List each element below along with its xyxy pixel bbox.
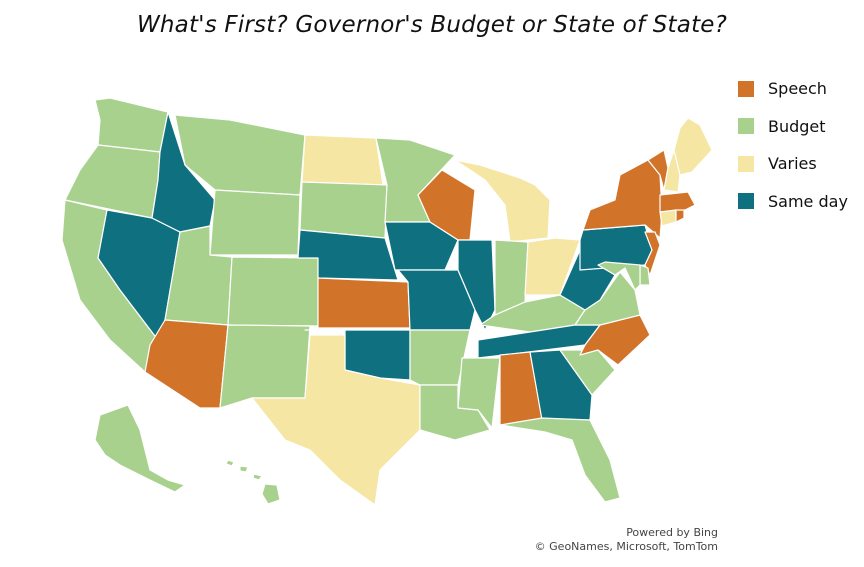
legend-label: Speech bbox=[768, 79, 827, 99]
state-NJ[interactable] bbox=[644, 231, 661, 276]
legend-label: Same day bbox=[768, 191, 848, 211]
state-MD[interactable] bbox=[597, 261, 641, 291]
state-AZ[interactable] bbox=[144, 319, 229, 409]
state-SD[interactable] bbox=[299, 181, 388, 239]
legend: Speech Budget Varies Same day bbox=[738, 70, 848, 220]
legend-item-budget: Budget bbox=[738, 108, 848, 146]
state-GA[interactable] bbox=[529, 349, 593, 421]
state-MS[interactable] bbox=[457, 357, 501, 429]
state-CO[interactable] bbox=[227, 256, 319, 327]
state-ND[interactable] bbox=[301, 134, 384, 186]
state-RI[interactable] bbox=[675, 209, 685, 223]
state-CT[interactable] bbox=[659, 209, 677, 227]
state-TX[interactable] bbox=[251, 334, 421, 506]
attribution-powered-by: Powered by Bing bbox=[626, 526, 718, 539]
state-LA[interactable] bbox=[419, 384, 491, 441]
state-IL[interactable] bbox=[457, 239, 496, 331]
state-WY[interactable] bbox=[209, 189, 301, 256]
state-NY[interactable] bbox=[582, 159, 663, 239]
map-attribution: Powered by Bing © GeoNames, Microsoft, T… bbox=[535, 526, 718, 554]
state-MI[interactable] bbox=[454, 159, 551, 243]
map-title: What's First? Governor's Budget or State… bbox=[136, 12, 728, 38]
state-OH[interactable] bbox=[524, 237, 581, 296]
legend-swatch bbox=[738, 80, 754, 97]
legend-label: Budget bbox=[768, 116, 826, 136]
attribution-copyright: © GeoNames, Microsoft, TomTom bbox=[534, 540, 718, 553]
legend-swatch bbox=[738, 193, 754, 210]
state-FL[interactable] bbox=[499, 417, 621, 503]
state-HI[interactable] bbox=[225, 459, 281, 505]
legend-swatch bbox=[738, 118, 754, 135]
legend-item-varies: Varies bbox=[738, 145, 848, 183]
state-WA[interactable] bbox=[94, 97, 169, 153]
legend-swatch bbox=[738, 155, 754, 172]
state-ME[interactable] bbox=[673, 117, 713, 176]
state-KS[interactable] bbox=[317, 277, 411, 329]
state-NM[interactable] bbox=[219, 324, 311, 409]
legend-item-same-day: Same day bbox=[738, 183, 848, 221]
state-MA[interactable] bbox=[659, 191, 696, 213]
state-DE[interactable] bbox=[639, 264, 651, 286]
legend-label: Varies bbox=[768, 154, 817, 174]
state-AK[interactable] bbox=[94, 404, 186, 493]
state-IA[interactable] bbox=[384, 221, 459, 271]
legend-item-speech: Speech bbox=[738, 70, 848, 108]
